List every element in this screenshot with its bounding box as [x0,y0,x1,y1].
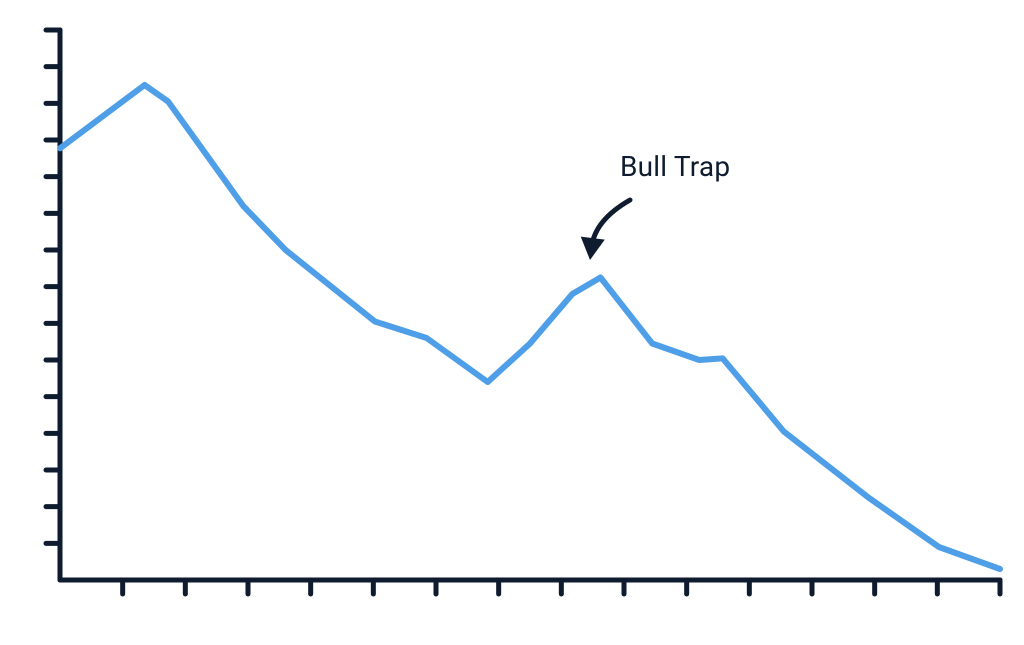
annotation-bull-trap-label: Bull Trap [620,150,730,183]
line-chart [0,0,1024,645]
price-line [60,85,1000,569]
annotation-arrowhead-icon [581,237,605,260]
chart-container: Bull Trap [0,0,1024,645]
